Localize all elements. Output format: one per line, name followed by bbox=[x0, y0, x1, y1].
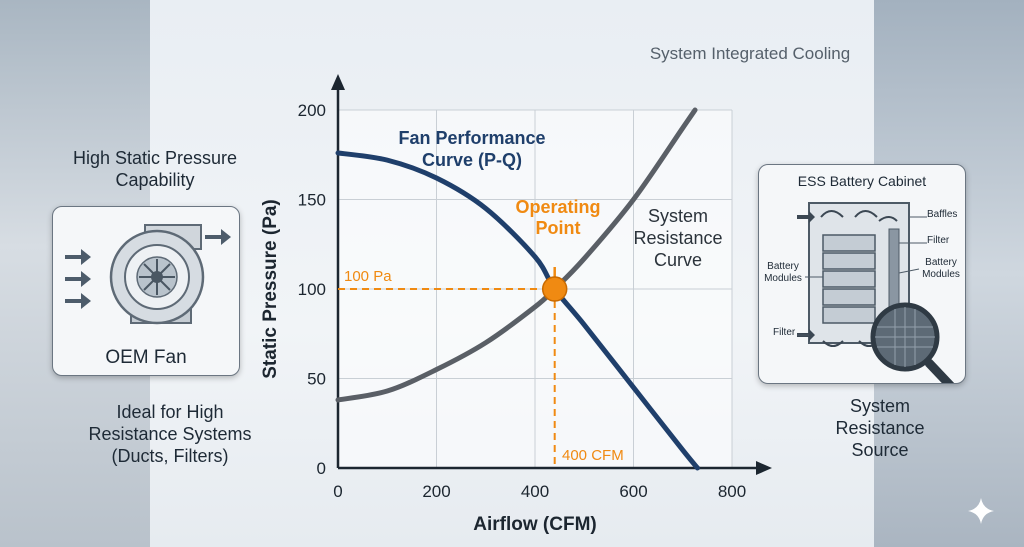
ideal-label-line2: Resistance Systems bbox=[88, 424, 252, 444]
label-filter-bottom: Filter bbox=[773, 327, 796, 338]
label-battery-modules-left-2: Modules bbox=[764, 273, 802, 284]
operating-point-label-line2: Point bbox=[536, 218, 581, 238]
fan-icon bbox=[65, 224, 231, 325]
fan-curve-label-line2: Curve (P-Q) bbox=[422, 150, 522, 170]
y-tick-label: 200 bbox=[298, 101, 326, 120]
flow-value-label: 400 CFM bbox=[562, 447, 624, 464]
label-filter-top: Filter bbox=[927, 235, 950, 246]
source-label-line2: Resistance bbox=[835, 418, 925, 438]
y-tick-label: 100 bbox=[298, 280, 326, 299]
y-axis-arrow bbox=[331, 74, 345, 90]
x-tick-label: 600 bbox=[619, 482, 647, 501]
x-tick-label: 800 bbox=[718, 482, 746, 501]
fan-curve-label-line1: Fan Performance bbox=[398, 128, 545, 148]
battery-cabinet-card: ESS Battery Cabinet bbox=[758, 164, 966, 384]
y-tick-label: 50 bbox=[307, 370, 326, 389]
capability-label-line1: High Static Pressure bbox=[72, 148, 238, 168]
x-axis-arrow bbox=[756, 461, 772, 475]
pressure-value-label: 100 Pa bbox=[344, 268, 392, 285]
y-tick-label: 0 bbox=[317, 459, 326, 478]
source-label-line3: Source bbox=[851, 440, 909, 460]
label-battery-modules-left-1: Battery bbox=[767, 261, 799, 272]
cabinet-title: ESS Battery Cabinet bbox=[797, 173, 927, 189]
ideal-label-line3: (Ducts, Filters) bbox=[111, 446, 229, 466]
label-baffles: Baffles bbox=[927, 209, 958, 220]
resistance-curve-label-line1: System bbox=[648, 206, 708, 226]
chart-labels: Airflow (CFM) Static Pressure (Pa) 100 Pa 4… bbox=[260, 128, 723, 535]
y-tick-label: 150 bbox=[298, 191, 326, 210]
ideal-label-line1: Ideal for High bbox=[116, 402, 224, 422]
resistance-curve-label-line2: Resistance bbox=[633, 228, 722, 248]
y-axis-title: Static Pressure (Pa) bbox=[260, 199, 281, 379]
chart-axes bbox=[331, 74, 772, 475]
fan-performance-curve bbox=[335, 150, 701, 471]
operating-point-group bbox=[338, 267, 568, 468]
chart-ticks: 0 200 400 600 800 0 50 100 150 200 bbox=[298, 101, 747, 501]
fan-card: OEM Fan bbox=[52, 206, 240, 376]
label-battery-modules-right-2: Modules bbox=[922, 269, 960, 280]
label-battery-modules-right-1: Battery bbox=[925, 257, 957, 268]
oem-fan-label: OEM Fan bbox=[105, 347, 187, 368]
x-tick-label: 400 bbox=[521, 482, 549, 501]
cabinet-icon bbox=[797, 202, 955, 383]
x-axis-title: Airflow (CFM) bbox=[473, 514, 596, 535]
operating-point-label-line1: Operating bbox=[515, 197, 600, 217]
system-integrated-cooling-label: System Integrated Cooling bbox=[649, 44, 851, 63]
capability-label-line2: Capability bbox=[115, 170, 195, 190]
sparkle-icon bbox=[968, 498, 994, 524]
source-label-line1: System bbox=[849, 396, 910, 416]
resistance-curve-label-line3: Curve bbox=[654, 250, 702, 270]
operating-point-marker bbox=[541, 276, 568, 302]
x-tick-label: 0 bbox=[333, 482, 342, 501]
x-tick-label: 200 bbox=[422, 482, 450, 501]
